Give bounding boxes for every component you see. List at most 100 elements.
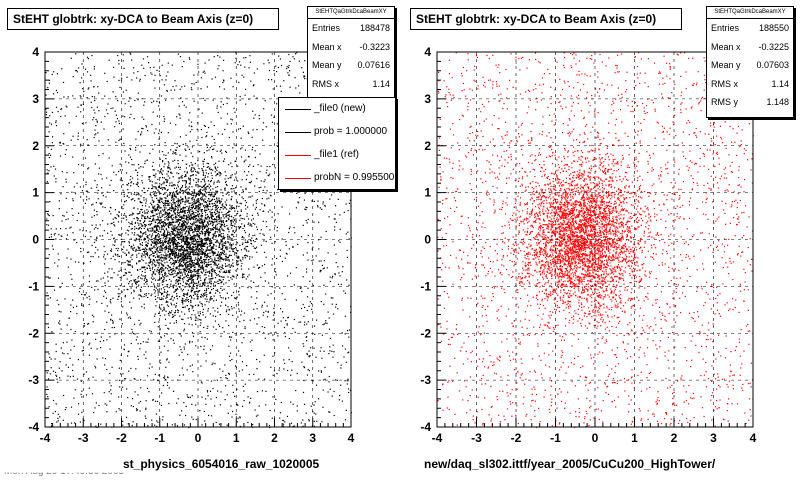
- scatter-point: [157, 208, 159, 210]
- scatter-point: [180, 176, 182, 178]
- scatter-point: [254, 302, 257, 305]
- scatter-point: [279, 85, 281, 87]
- scatter-point: [202, 185, 204, 187]
- scatter-point: [190, 264, 192, 266]
- scatter-point: [157, 170, 159, 172]
- scatter-point: [124, 274, 126, 276]
- scatter-point: [128, 100, 130, 102]
- scatter-point: [176, 253, 178, 255]
- scatter-point: [231, 174, 233, 176]
- scatter-point: [201, 253, 203, 255]
- scatter-point: [160, 197, 162, 199]
- scatter-point: [211, 78, 213, 80]
- scatter-point: [198, 276, 200, 278]
- scatter-point: [97, 198, 99, 200]
- scatter-point: [197, 272, 199, 274]
- scatter-point: [166, 234, 169, 236]
- scatter-point: [259, 266, 261, 268]
- scatter-point: [154, 237, 156, 239]
- scatter-point: [223, 331, 225, 333]
- scatter-point: [252, 218, 254, 220]
- scatter-point: [169, 244, 171, 246]
- scatter-point: [128, 252, 130, 254]
- scatter-point: [194, 234, 196, 236]
- scatter-point: [65, 238, 67, 240]
- scatter-point: [194, 168, 196, 171]
- scatter-point: [323, 267, 325, 269]
- scatter-point: [198, 220, 201, 222]
- scatter-point: [141, 267, 143, 269]
- scatter-point: [86, 196, 88, 198]
- scatter-point: [334, 229, 336, 231]
- scatter-point: [302, 425, 304, 427]
- scatter-point: [169, 233, 171, 235]
- scatter-point: [71, 191, 73, 193]
- scatter-point: [60, 311, 62, 313]
- scatter-point: [218, 221, 220, 223]
- scatter-point: [195, 249, 198, 251]
- scatter-point: [138, 249, 141, 251]
- scatter-point: [260, 276, 262, 278]
- scatter-point: [214, 227, 216, 229]
- scatter-point: [203, 124, 205, 127]
- scatter-point: [206, 253, 209, 255]
- scatter-point: [209, 240, 211, 242]
- scatter-point: [128, 162, 130, 164]
- scatter-point: [150, 250, 152, 252]
- scatter-point: [322, 201, 324, 203]
- scatter-point: [217, 258, 219, 260]
- scatter-point: [179, 277, 181, 280]
- scatter-point: [80, 96, 82, 98]
- scatter-point: [218, 160, 220, 162]
- scatter-point: [149, 262, 151, 264]
- scatter-point: [158, 101, 160, 103]
- scatter-point: [176, 273, 178, 275]
- scatter-point: [199, 227, 201, 229]
- scatter-point: [174, 312, 176, 314]
- scatter-point: [284, 362, 286, 364]
- scatter-point: [194, 262, 196, 264]
- scatter-point: [204, 279, 206, 281]
- scatter-point: [312, 380, 314, 382]
- scatter-point: [218, 245, 220, 247]
- scatter-point: [176, 266, 178, 268]
- scatter-point: [205, 201, 207, 203]
- scatter-point: [62, 342, 64, 344]
- scatter-point: [191, 235, 193, 238]
- scatter-point: [236, 242, 239, 244]
- scatter-point: [183, 207, 185, 209]
- scatter-point: [178, 265, 180, 267]
- scatter-point: [139, 200, 141, 203]
- scatter-point: [85, 190, 87, 192]
- scatter-point: [202, 250, 204, 252]
- scatter-point: [203, 295, 205, 297]
- scatter-point: [248, 181, 250, 184]
- scatter-point: [197, 181, 199, 183]
- scatter-point: [282, 423, 285, 425]
- scatter-point: [156, 228, 158, 230]
- scatter-point: [210, 296, 212, 298]
- scatter-point: [211, 345, 214, 347]
- scatter-point: [190, 87, 192, 89]
- scatter-point: [155, 251, 157, 253]
- scatter-point: [137, 171, 139, 174]
- scatter-point: [142, 166, 144, 168]
- scatter-point: [343, 211, 345, 213]
- scatter-point: [181, 301, 184, 304]
- scatter-point: [190, 295, 192, 297]
- scatter-point: [247, 287, 249, 289]
- scatter-point: [216, 208, 218, 210]
- scatter-point: [123, 142, 125, 145]
- scatter-point: [200, 258, 202, 260]
- scatter-point: [196, 218, 198, 220]
- scatter-point: [181, 230, 183, 232]
- scatter-point: [173, 253, 175, 255]
- scatter-point: [230, 162, 232, 164]
- scatter-point: [157, 247, 159, 249]
- scatter-point: [235, 413, 237, 415]
- scatter-point: [116, 118, 118, 120]
- scatter-point: [188, 230, 190, 232]
- scatter-point: [182, 223, 184, 225]
- scatter-point: [191, 208, 193, 210]
- scatter-point: [193, 203, 195, 205]
